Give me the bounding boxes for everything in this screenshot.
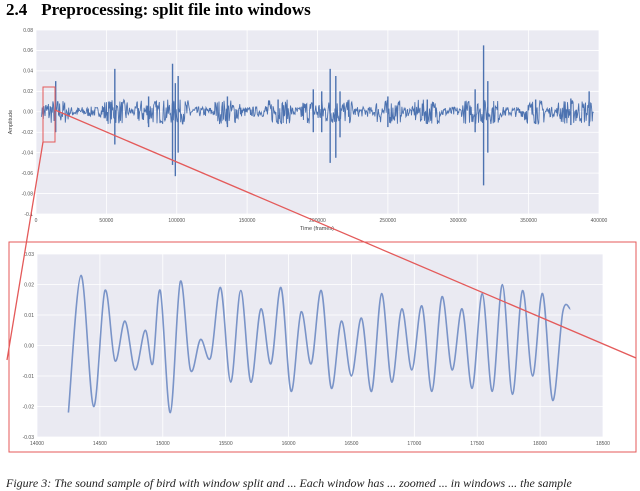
zoom-x-tick: 15500 (219, 441, 233, 447)
zoom-x-tick: 17000 (407, 441, 421, 447)
zoom-y-tick: 0.02 (24, 282, 34, 288)
overview-x-label: Time (frames) (300, 226, 334, 232)
zoom-window-marker (42, 86, 56, 143)
zoom-y-tick: 0.01 (24, 313, 34, 319)
overview-x-tick: 200000 (309, 218, 326, 224)
zoom-connector-right (54, 109, 637, 359)
overview-y-label: Amplitude (8, 110, 14, 134)
overview-noise-band (41, 98, 594, 126)
overview-ticks: 0.08 0.06 0.04 0.02 0.00 -0.02 -0.04 -0.06 -0.08… (22, 28, 608, 224)
zoom-waveform-line (67, 274, 572, 414)
zoom-x-tick: 17500 (470, 441, 484, 447)
zoom-connector-left (6, 141, 44, 361)
zoom-x-tick: 14500 (93, 441, 107, 447)
overview-y-tick: -0.06 (22, 171, 34, 177)
overview-y-tick: 0.08 (23, 28, 33, 34)
overview-y-tick: 0.02 (23, 89, 33, 95)
overview-y-tick: -0.04 (22, 150, 34, 156)
zoom-x-tick: 16000 (282, 441, 296, 447)
zoom-x-tick: 14000 (30, 441, 44, 447)
overview-x-tick: 50000 (99, 218, 113, 224)
overview-x-tick: 100000 (168, 218, 185, 224)
figure-caption: Figure 3: The sound sample of bird with … (6, 476, 572, 490)
zoom-y-tick: -0.03 (23, 435, 35, 441)
zoom-y-tick: 0.03 (24, 252, 34, 258)
section-heading: 2.4 Preprocessing: split file into window… (6, 0, 311, 20)
overview-y-tick: 0.06 (23, 48, 33, 54)
overview-y-tick: -0.02 (22, 130, 34, 136)
overview-y-tick: 0.04 (23, 69, 33, 75)
section-title: Preprocessing: split file into windows (41, 0, 311, 19)
overview-y-tick: -0.08 (22, 191, 34, 197)
overview-x-tick: 300000 (450, 218, 467, 224)
zoom-y-tick: -0.01 (23, 374, 35, 380)
zoom-x-tick: 18000 (533, 441, 547, 447)
overview-x-tick: 0 (35, 218, 38, 224)
overview-x-tick: 400000 (591, 218, 608, 224)
overview-waveform (41, 45, 594, 186)
zoom-x-tick: 16500 (344, 441, 358, 447)
overview-x-tick: 150000 (239, 218, 256, 224)
zoom-x-tick: 15000 (156, 441, 170, 447)
overview-y-tick: 0.00 (23, 110, 33, 116)
overview-x-tick: 350000 (520, 218, 537, 224)
overview-x-tick: 250000 (380, 218, 397, 224)
overview-y-tick: -0.1 (24, 212, 33, 218)
zoom-x-tick: 18500 (596, 441, 610, 447)
zoom-y-tick: -0.02 (23, 404, 35, 410)
zoom-y-tick: 0.00 (24, 343, 34, 349)
section-number: 2.4 (6, 0, 28, 19)
